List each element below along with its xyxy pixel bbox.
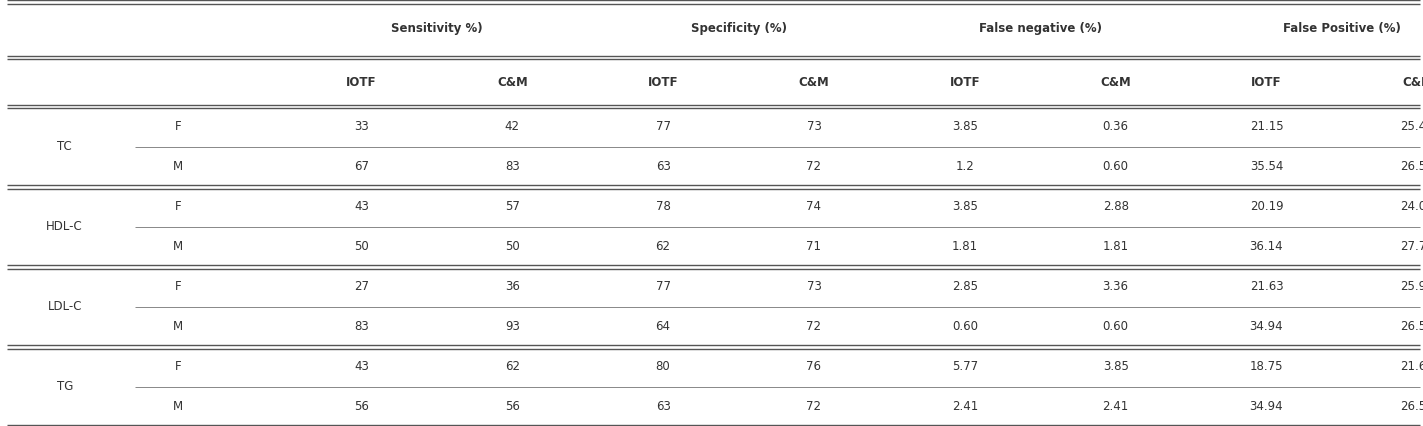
- Text: 27: 27: [354, 280, 369, 293]
- Text: 1.2: 1.2: [955, 160, 975, 173]
- Text: False Positive (%): False Positive (%): [1284, 22, 1400, 35]
- Text: 63: 63: [656, 400, 670, 413]
- Text: 64: 64: [656, 320, 670, 333]
- Text: 50: 50: [505, 240, 519, 253]
- Text: 73: 73: [807, 280, 821, 293]
- Text: 42: 42: [505, 120, 519, 133]
- Text: 74: 74: [807, 200, 821, 213]
- Text: TG: TG: [57, 380, 73, 393]
- Text: 43: 43: [354, 200, 369, 213]
- Text: 56: 56: [354, 400, 369, 413]
- Text: 93: 93: [505, 320, 519, 333]
- Text: 0.60: 0.60: [1103, 160, 1128, 173]
- Text: 1.81: 1.81: [952, 240, 978, 253]
- Text: 77: 77: [656, 120, 670, 133]
- Text: 43: 43: [354, 360, 369, 373]
- Text: 5.77: 5.77: [952, 360, 978, 373]
- Text: 24.04: 24.04: [1400, 200, 1423, 213]
- Text: 57: 57: [505, 200, 519, 213]
- Text: 67: 67: [354, 160, 369, 173]
- Text: 35.54: 35.54: [1249, 160, 1284, 173]
- Text: 50: 50: [354, 240, 369, 253]
- Text: 2.85: 2.85: [952, 280, 978, 293]
- Text: 80: 80: [656, 360, 670, 373]
- Text: 2.88: 2.88: [1103, 200, 1128, 213]
- Text: 62: 62: [656, 240, 670, 253]
- Text: 21.63: 21.63: [1400, 360, 1423, 373]
- Text: 3.85: 3.85: [952, 120, 978, 133]
- Text: 21.15: 21.15: [1249, 120, 1284, 133]
- Text: 21.63: 21.63: [1249, 280, 1284, 293]
- Text: 0.36: 0.36: [1103, 120, 1128, 133]
- Text: F: F: [175, 120, 182, 133]
- Text: 72: 72: [807, 400, 821, 413]
- Text: 26.51: 26.51: [1400, 160, 1423, 173]
- Text: 71: 71: [807, 240, 821, 253]
- Text: F: F: [175, 280, 182, 293]
- Text: 0.60: 0.60: [952, 320, 978, 333]
- Text: 34.94: 34.94: [1249, 320, 1284, 333]
- Text: IOTF: IOTF: [647, 75, 679, 89]
- Text: M: M: [174, 240, 184, 253]
- Text: 72: 72: [807, 160, 821, 173]
- Text: 18.75: 18.75: [1249, 360, 1284, 373]
- Text: LDL-C: LDL-C: [47, 300, 83, 313]
- Text: 2.41: 2.41: [952, 400, 978, 413]
- Text: Sensitivity %): Sensitivity %): [391, 22, 482, 35]
- Text: IOTF: IOTF: [1251, 75, 1282, 89]
- Text: IOTF: IOTF: [949, 75, 980, 89]
- Text: 25.48: 25.48: [1400, 120, 1423, 133]
- Text: 36: 36: [505, 280, 519, 293]
- Text: 77: 77: [656, 280, 670, 293]
- Text: 36.14: 36.14: [1249, 240, 1284, 253]
- Text: M: M: [174, 320, 184, 333]
- Text: 25.96: 25.96: [1400, 280, 1423, 293]
- Text: 20.19: 20.19: [1249, 200, 1284, 213]
- Text: C&M: C&M: [798, 75, 830, 89]
- Text: 26.51: 26.51: [1400, 320, 1423, 333]
- Text: HDL-C: HDL-C: [47, 220, 83, 233]
- Text: 3.85: 3.85: [1103, 360, 1128, 373]
- Text: False negative (%): False negative (%): [979, 22, 1101, 35]
- Text: 62: 62: [505, 360, 519, 373]
- Text: 3.85: 3.85: [952, 200, 978, 213]
- Text: TC: TC: [57, 140, 73, 153]
- Text: 56: 56: [505, 400, 519, 413]
- Text: F: F: [175, 200, 182, 213]
- Text: C&M: C&M: [497, 75, 528, 89]
- Text: 34.94: 34.94: [1249, 400, 1284, 413]
- Text: F: F: [175, 360, 182, 373]
- Text: 3.36: 3.36: [1103, 280, 1128, 293]
- Text: 1.81: 1.81: [1103, 240, 1128, 253]
- Text: 33: 33: [354, 120, 369, 133]
- Text: C&M: C&M: [1100, 75, 1131, 89]
- Text: 83: 83: [505, 160, 519, 173]
- Text: 63: 63: [656, 160, 670, 173]
- Text: 76: 76: [807, 360, 821, 373]
- Text: 2.41: 2.41: [1103, 400, 1128, 413]
- Text: 73: 73: [807, 120, 821, 133]
- Text: 27.71: 27.71: [1400, 240, 1423, 253]
- Text: 26.51: 26.51: [1400, 400, 1423, 413]
- Text: C&M: C&M: [1402, 75, 1423, 89]
- Text: 72: 72: [807, 320, 821, 333]
- Text: IOTF: IOTF: [346, 75, 377, 89]
- Text: M: M: [174, 400, 184, 413]
- Text: Specificity (%): Specificity (%): [690, 22, 787, 35]
- Text: M: M: [174, 160, 184, 173]
- Text: 0.60: 0.60: [1103, 320, 1128, 333]
- Text: 78: 78: [656, 200, 670, 213]
- Text: 83: 83: [354, 320, 369, 333]
